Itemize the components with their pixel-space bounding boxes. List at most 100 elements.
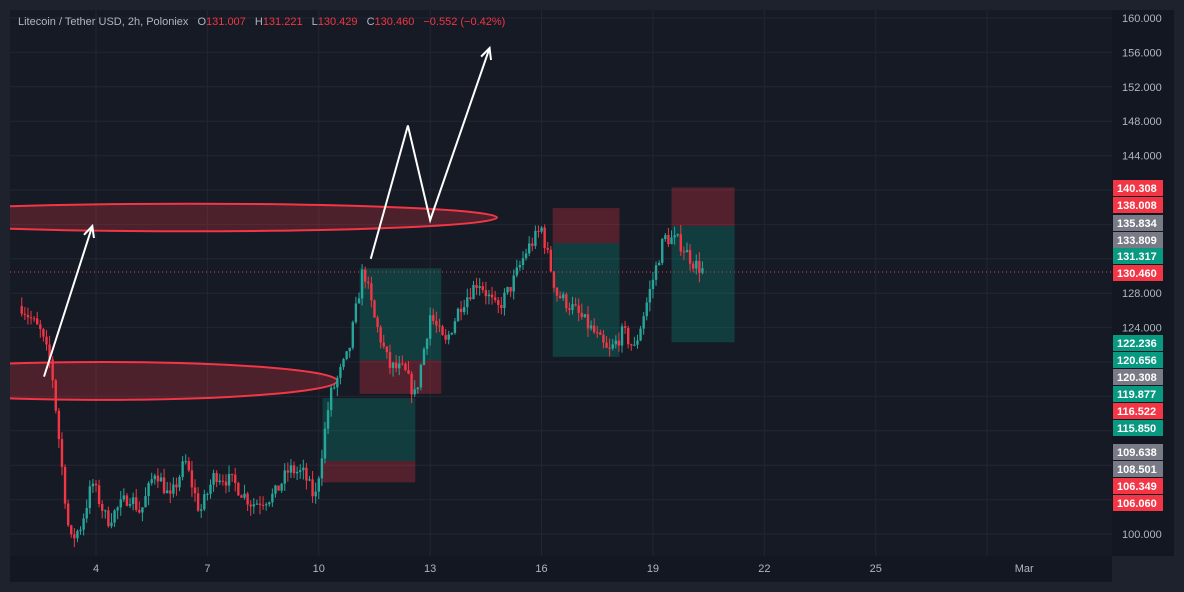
price-axis[interactable]: 160.000 156.000 152.000 148.000 144.000 128.0… <box>1112 10 1174 556</box>
candles <box>20 224 704 548</box>
candle-body <box>568 308 571 310</box>
time-axis[interactable]: 4 7 10 13 16 19 22 25 Mar <box>10 556 1112 582</box>
time-axis-labels: 4 7 10 13 16 19 22 25 Mar <box>93 563 1034 575</box>
candle <box>193 479 197 502</box>
candle-body <box>450 332 454 335</box>
candle <box>66 499 70 528</box>
position-4-loss[interactable] <box>671 187 735 227</box>
position-4-profit[interactable] <box>671 226 735 343</box>
candle <box>29 310 33 325</box>
candle-body <box>654 265 658 280</box>
position-2-loss[interactable] <box>322 460 416 483</box>
candle <box>645 297 648 321</box>
candle <box>407 361 410 375</box>
candle-body <box>438 325 441 327</box>
open-value: 131.007 <box>206 16 246 28</box>
price-tag-label: 140.308 <box>1117 183 1157 195</box>
price-tag-label: 120.308 <box>1117 372 1157 384</box>
candle <box>271 488 274 507</box>
candle-body <box>481 286 484 291</box>
candle-body <box>125 495 129 506</box>
candle <box>376 315 379 333</box>
candle-body <box>122 495 126 500</box>
price-tag-bg <box>1113 420 1163 436</box>
candle <box>648 280 652 312</box>
candle <box>688 244 692 271</box>
candle <box>673 226 676 245</box>
price-tag-label: 119.877 <box>1117 389 1156 401</box>
candle <box>246 491 249 511</box>
time-tick-label: 22 <box>758 563 770 575</box>
time-tick-label: 4 <box>93 563 99 575</box>
candle-body <box>20 306 23 314</box>
price-tag-bg <box>1113 444 1163 460</box>
price-tag-label: 116.522 <box>1117 406 1156 418</box>
candle <box>565 292 568 313</box>
candle-body <box>685 250 689 253</box>
position-2-profit[interactable] <box>322 398 416 461</box>
candle <box>679 224 682 256</box>
candle <box>602 329 605 349</box>
candle-body <box>289 465 293 473</box>
candle <box>512 269 515 300</box>
candle-body <box>339 367 342 378</box>
candle-body <box>249 504 252 507</box>
candle <box>611 338 614 351</box>
arrow-projection[interactable] <box>369 47 491 260</box>
candle <box>574 297 577 307</box>
candle <box>379 324 382 349</box>
candle <box>258 495 262 515</box>
candle-body <box>234 474 237 483</box>
candle-body <box>620 326 624 346</box>
candle-body <box>602 334 605 343</box>
candle <box>562 291 565 302</box>
arrow-up-left[interactable] <box>43 225 94 377</box>
price-chart[interactable] <box>0 10 1112 556</box>
price-tag: 135.834 <box>1113 215 1163 231</box>
candle <box>88 480 92 515</box>
candle <box>348 347 351 358</box>
plot-area[interactable] <box>0 10 1112 556</box>
candle <box>150 472 153 486</box>
candle-body <box>667 235 670 245</box>
candle <box>39 319 42 338</box>
candle <box>326 401 330 435</box>
candle-body <box>107 510 110 527</box>
candle-body <box>110 522 113 527</box>
support-ellipse[interactable] <box>0 361 339 401</box>
candle <box>351 320 355 350</box>
candle <box>76 529 79 543</box>
candle-body <box>336 377 339 388</box>
candle-body <box>518 264 522 268</box>
position-3-profit[interactable] <box>552 243 620 357</box>
candle-body <box>218 480 221 482</box>
candle <box>537 225 540 238</box>
candle-body <box>428 315 432 339</box>
price-tag: 138.008 <box>1113 197 1163 213</box>
resistance-ellipse[interactable] <box>0 202 498 233</box>
candle-body <box>413 389 416 395</box>
price-tag-label: 138.008 <box>1117 200 1157 212</box>
candle-body <box>701 268 704 273</box>
candle-body <box>246 493 249 505</box>
candle <box>162 468 166 495</box>
candle-body <box>150 479 153 484</box>
candle-body <box>487 294 491 297</box>
candle-body <box>342 359 345 368</box>
price-tag: 131.317 <box>1113 248 1163 264</box>
position-1-loss[interactable] <box>359 360 442 394</box>
candle-body <box>608 347 611 349</box>
candle <box>113 509 116 527</box>
candle-body <box>351 322 355 348</box>
candle <box>571 296 574 315</box>
candle-body <box>32 318 36 320</box>
candle <box>128 498 132 508</box>
candle-body <box>255 503 259 505</box>
price-tick-label: 128.000 <box>1122 288 1162 300</box>
candle-body <box>73 534 76 539</box>
candle-body <box>305 467 308 481</box>
candle <box>79 526 82 535</box>
position-3-loss[interactable] <box>552 208 620 244</box>
candle-body <box>586 314 590 329</box>
candle-body <box>490 294 494 298</box>
